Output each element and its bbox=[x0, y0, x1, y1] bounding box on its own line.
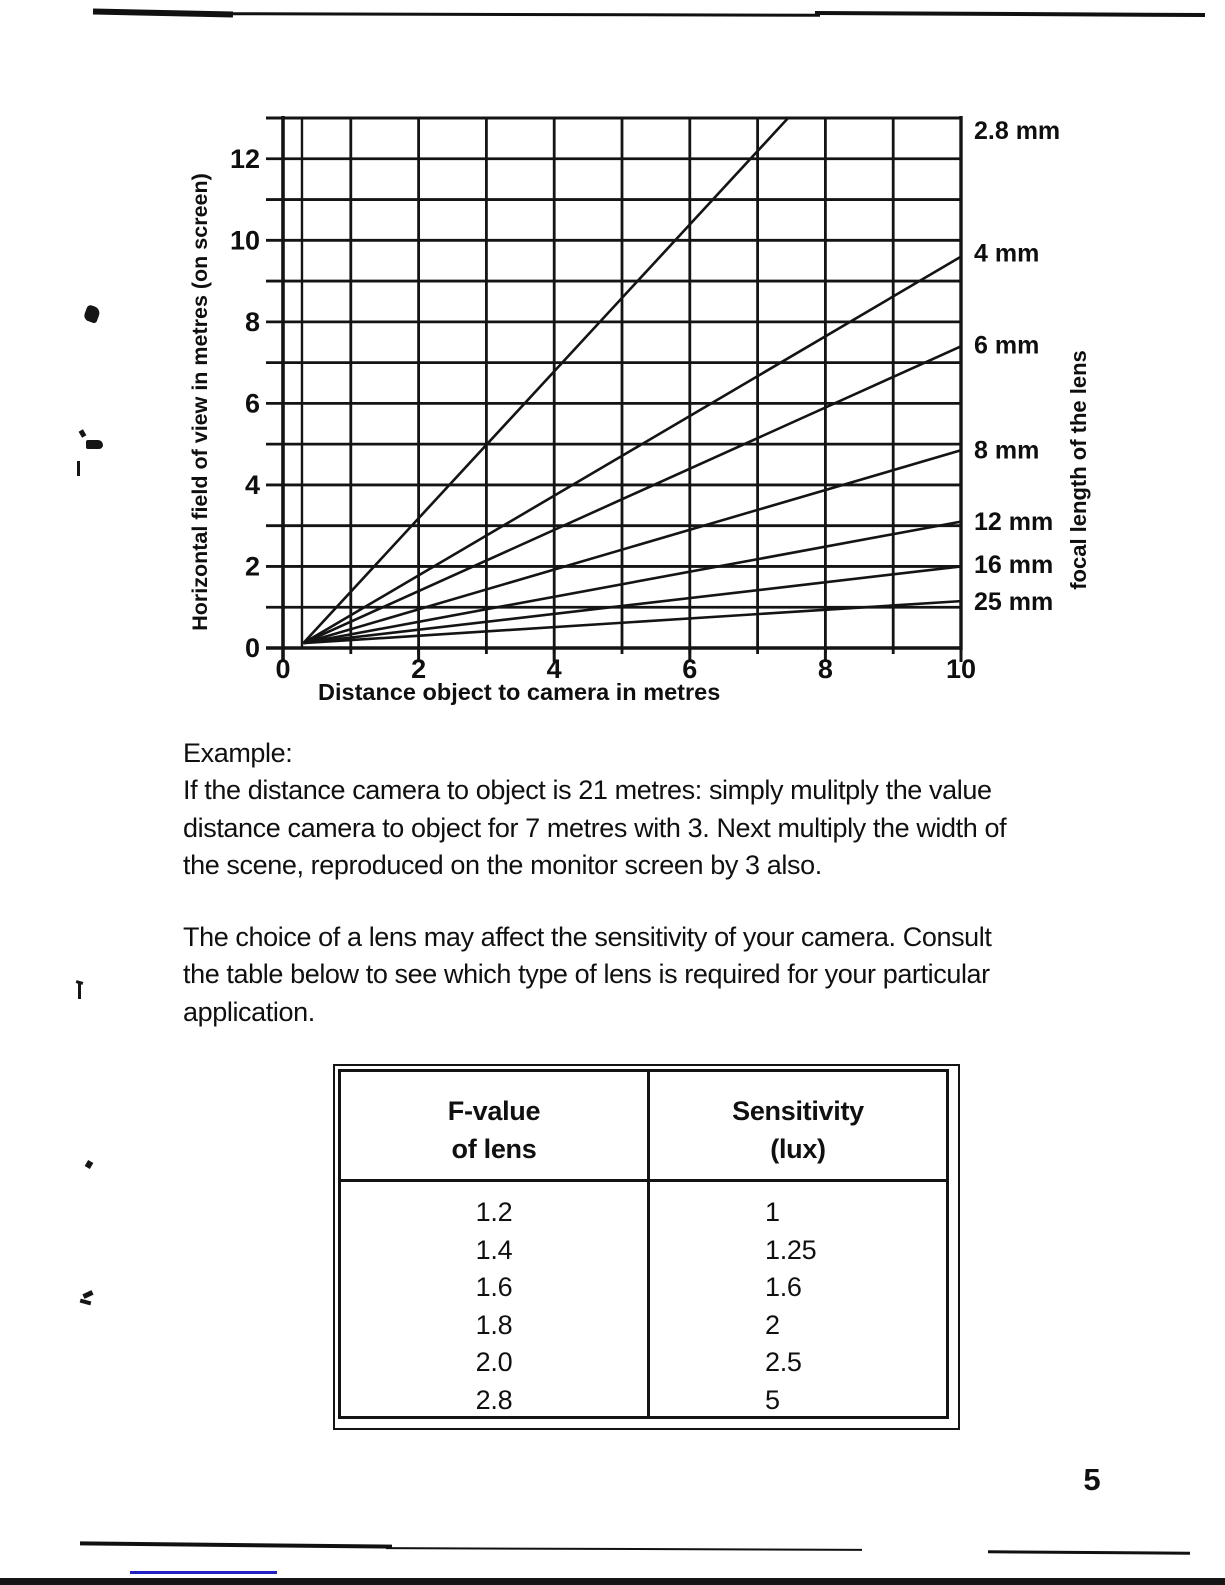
table-cell: 2.8 bbox=[475, 1384, 513, 1415]
page-number: 5 bbox=[1083, 1462, 1101, 1497]
header-line: (lux) bbox=[770, 1134, 826, 1164]
lens-note-line-3: application. bbox=[183, 996, 315, 1027]
series-line-12mm bbox=[303, 520, 962, 645]
scan-artifact-line-bottom bbox=[79, 1541, 393, 1549]
table-cell: 5 bbox=[765, 1384, 780, 1415]
scan-artifact-line-bottom bbox=[987, 1550, 1191, 1555]
lens-note-line-2: the table below to see which type of len… bbox=[183, 959, 990, 990]
example-line-1: If the distance camera to object is 21 m… bbox=[183, 775, 992, 806]
y-tick-label: 10 bbox=[230, 225, 260, 255]
series-line-16mm bbox=[303, 565, 962, 645]
table-cell: 1.4 bbox=[475, 1234, 513, 1265]
header-line: of lens bbox=[451, 1134, 537, 1164]
table-header-f-value: F-value of lens bbox=[341, 1092, 647, 1168]
ink-speck bbox=[75, 980, 84, 985]
y-tick-label: 8 bbox=[245, 307, 260, 337]
table-cell: 1.2 bbox=[475, 1197, 513, 1227]
x-tick-label: 2 bbox=[411, 654, 426, 684]
ink-speck bbox=[82, 1290, 94, 1299]
header-line: Sensitivity bbox=[732, 1096, 864, 1126]
table-cell: 1.25 bbox=[765, 1234, 817, 1265]
x-tick-label: 10 bbox=[946, 654, 976, 684]
y-axis-title: Horizontal field of view in metres (on s… bbox=[188, 173, 212, 631]
example-section: Example: If the distance camera to objec… bbox=[183, 735, 1143, 885]
x-tick-label: 6 bbox=[682, 654, 697, 684]
series-line-4mm bbox=[302, 255, 962, 645]
series-line-25mm bbox=[303, 599, 962, 645]
series-label-12mm: 12 mm bbox=[974, 508, 1053, 536]
series-line-2.8mm bbox=[302, 117, 790, 644]
series-label-6mm: 6 mm bbox=[974, 331, 1039, 359]
ink-speck bbox=[86, 440, 103, 449]
lens-note-line-1: The choice of a lens may affect the sens… bbox=[183, 922, 992, 952]
page-bottom-edge bbox=[0, 1578, 1225, 1585]
table-cell: 1.6 bbox=[475, 1272, 513, 1303]
x-tick-label: 4 bbox=[547, 654, 562, 684]
right-axis-title: focal length of the lens bbox=[1066, 350, 1091, 590]
y-tick-label: 6 bbox=[245, 388, 260, 418]
lens-field-of-view-chart: 2.8 mm 4 mm 6 mm 8 mm 12 mm 16 mm 25 mm 0 2 4 6 8 10… bbox=[0, 0, 1225, 730]
series-label-16mm: 16 mm bbox=[974, 551, 1053, 579]
y-tick-label: 4 bbox=[245, 470, 260, 500]
example-line-2: distance camera to object for 7 metres w… bbox=[183, 812, 1007, 843]
series-line-6mm bbox=[302, 345, 962, 645]
table-column-sensitivity-values: 1 1.25 1.6 2 2.5 5 bbox=[765, 1194, 817, 1420]
scan-artifact-line-bottom bbox=[385, 1547, 863, 1551]
table-header-sensitivity: Sensitivity (lux) bbox=[650, 1092, 946, 1168]
table-cell: 1.8 bbox=[475, 1309, 513, 1340]
series-line-8mm bbox=[302, 449, 962, 645]
table-header-separator bbox=[341, 1179, 946, 1182]
series-label-25mm: 25 mm bbox=[974, 588, 1053, 616]
chart-canvas: 2.8 mm 4 mm 6 mm 8 mm 12 mm 16 mm 25 mm 0 2 4 6 8 10… bbox=[188, 116, 1091, 705]
ink-speck bbox=[77, 461, 80, 476]
table-cell: 1.6 bbox=[765, 1272, 802, 1303]
header-line: F-value bbox=[447, 1096, 541, 1126]
table-column-divider bbox=[647, 1072, 650, 1416]
ink-speck bbox=[84, 1159, 94, 1170]
y-tick-label: 12 bbox=[230, 144, 260, 174]
table-cell: 2 bbox=[765, 1309, 780, 1340]
x-tick-label: 0 bbox=[275, 654, 290, 684]
sensitivity-table: F-value of lens Sensitivity (lux) 1.2 1.… bbox=[333, 1064, 960, 1430]
example-heading: Example: bbox=[183, 738, 293, 768]
series-label-2.8mm: 2.8 mm bbox=[974, 117, 1060, 145]
series-label-4mm: 4 mm bbox=[974, 240, 1039, 268]
example-line-3: the scene, reproduced on the monitor scr… bbox=[183, 850, 822, 881]
x-axis-title: Distance object to camera in metres bbox=[318, 679, 720, 705]
series-label-8mm: 8 mm bbox=[974, 436, 1039, 464]
ink-speck bbox=[78, 983, 81, 999]
table-column-f-values: 1.2 1.4 1.6 1.8 2.0 2.8 bbox=[341, 1194, 647, 1420]
x-tick-label: 8 bbox=[818, 654, 833, 684]
table-cell: 2.0 bbox=[475, 1347, 513, 1378]
y-tick-label: 2 bbox=[245, 551, 260, 581]
blue-underline-mark bbox=[130, 1571, 277, 1574]
table-cell: 2.5 bbox=[765, 1347, 802, 1378]
y-tick-label: 0 bbox=[245, 633, 260, 663]
lens-note-section: The choice of a lens may affect the sens… bbox=[183, 919, 1143, 1031]
ink-speck bbox=[79, 1298, 92, 1306]
sensitivity-table-inner-border: F-value of lens Sensitivity (lux) 1.2 1.… bbox=[338, 1069, 949, 1419]
table-cell: 1 bbox=[765, 1197, 780, 1227]
